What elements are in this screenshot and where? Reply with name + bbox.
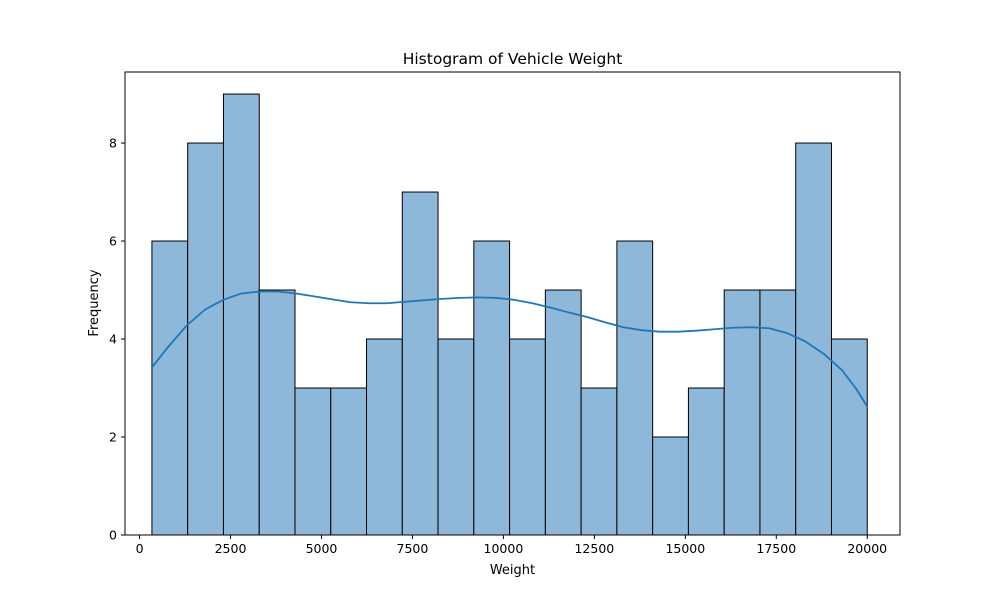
y-tick-label: 2: [109, 430, 117, 445]
histogram-bar: [687, 387, 725, 536]
histogram-bar: [294, 387, 332, 536]
histogram-bar: [616, 240, 654, 536]
histogram-bar: [544, 289, 582, 536]
kde-layer: [151, 290, 869, 408]
x-tick-label: 0: [136, 541, 144, 556]
x-tick-label: 20000: [847, 541, 887, 556]
histogram-bar: [652, 436, 689, 536]
axes-layer: 0 2500 5000 7500 10000 12500 15000 17500 20000 0 2…: [109, 71, 901, 556]
x-tick-label: 5000: [306, 541, 338, 556]
y-tick-label: 6: [109, 234, 117, 249]
x-tick-label: 2500: [215, 541, 247, 556]
histogram-bar: [509, 338, 546, 536]
histogram-bar: [437, 338, 475, 536]
histogram-bar: [580, 387, 618, 536]
y-axis-label: Frequency: [87, 269, 102, 336]
histogram-bar: [222, 93, 260, 536]
x-axis-label: Weight: [490, 563, 535, 578]
histogram-bar: [473, 240, 511, 536]
chart-title: Histogram of Vehicle Weight: [403, 50, 623, 68]
histogram-bar: [151, 240, 189, 536]
x-tick-label: 17500: [756, 541, 796, 556]
histogram-bar: [759, 289, 797, 536]
y-tick-label: 0: [109, 528, 117, 543]
x-tick-label: 7500: [397, 541, 429, 556]
bars-layer: [151, 93, 868, 536]
histogram-bar: [187, 142, 224, 536]
histogram-bar: [830, 338, 868, 536]
plot-frame: [124, 71, 901, 536]
histogram-bar: [723, 289, 761, 536]
histogram-bar: [330, 387, 368, 536]
x-tick-label: 10000: [484, 541, 524, 556]
x-tick-label: 12500: [574, 541, 614, 556]
kde-line: [151, 290, 869, 408]
y-tick-label: 8: [109, 136, 117, 151]
histogram-bar: [401, 191, 439, 536]
histogram-bar: [366, 338, 403, 536]
y-tick-label: 4: [109, 332, 117, 347]
histogram-bar: [258, 289, 296, 536]
x-tick-label: 15000: [665, 541, 705, 556]
